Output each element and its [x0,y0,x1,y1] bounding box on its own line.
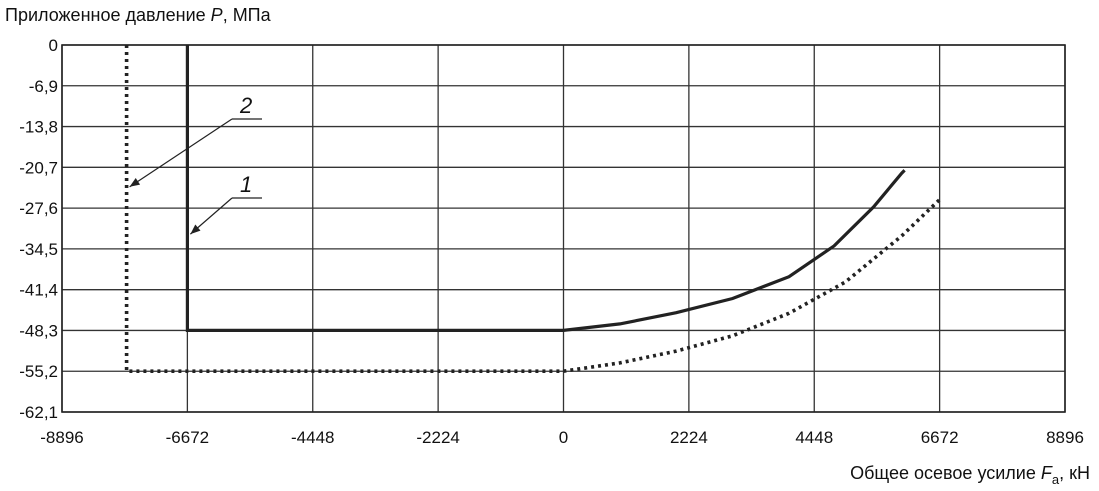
series-1-line [185,45,906,332]
y-tick-label: -20,7 [19,158,58,177]
callout-2-arrowhead [129,178,141,187]
x-tick-label: 0 [559,428,568,447]
y-tick-label: -48,3 [19,321,58,340]
x-tick-label: 6672 [921,428,959,447]
x-tick-label: -4448 [291,428,334,447]
y-tick-label: 0 [49,36,58,55]
y-tick-label: -41,4 [19,281,58,300]
grid [61,44,1066,413]
series [124,45,943,373]
callout-1-label: 1 [240,172,252,197]
x-tick-label: -6672 [166,428,209,447]
y-tick-label: -62,1 [19,403,58,422]
x-tick-label: 4448 [795,428,833,447]
x-tick-label: -2224 [416,428,459,447]
tick-labels: -8896 -6672 -4448 -2224 0 2224 4448 6672 8896 0 -6… [19,36,1084,447]
y-tick-label: -34,5 [19,240,58,259]
x-tick-label: -8896 [40,428,83,447]
callout-1-arrowhead [190,224,201,235]
y-tick-label: -55,2 [19,362,58,381]
plot-frame [61,44,1066,413]
y-axis-label: Приложенное давление P, МПа [5,5,272,25]
y-tick-label: -27,6 [19,199,58,218]
x-tick-label: 2224 [670,428,708,447]
callout-2-label: 2 [239,93,252,118]
callout-2-leader [129,118,233,188]
y-tick-label: -13,8 [19,118,58,137]
y-tick-label: -6,9 [29,77,58,96]
x-tick-label: 8896 [1046,428,1084,447]
x-axis-label: Общее осевое усилие Fa, кН [850,463,1090,487]
annotations: 21 [129,93,262,235]
